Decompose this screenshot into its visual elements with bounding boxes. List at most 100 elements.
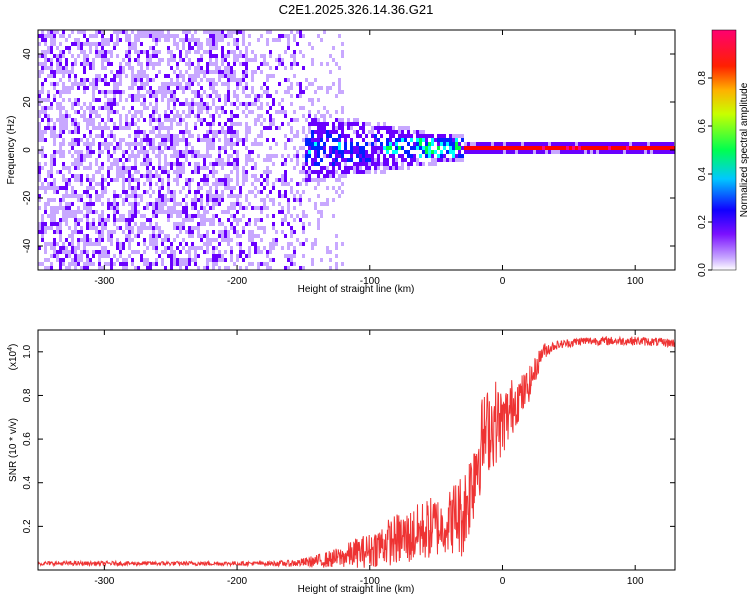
heatmap-cell [194, 70, 197, 74]
heatmap-cell [107, 230, 110, 234]
heatmap-cell [245, 114, 248, 118]
heatmap-cell [626, 146, 629, 150]
heatmap-cell [482, 142, 485, 146]
heatmap-cell [44, 266, 47, 270]
heatmap-cell [149, 238, 152, 242]
heatmap-cell [185, 154, 188, 158]
heatmap-cell [161, 166, 164, 170]
heatmap-cell [170, 250, 173, 254]
heatmap-cell [281, 218, 284, 222]
heatmap-cell [110, 166, 113, 170]
heatmap-cell [269, 158, 272, 162]
heatmap-cell [83, 102, 86, 106]
heatmap-cell [161, 206, 164, 210]
heatmap-cell [68, 166, 71, 170]
heatmap-cell [248, 262, 251, 266]
heatmap-cell [74, 62, 77, 66]
heatmap-cell [206, 166, 209, 170]
heatmap-cell [89, 42, 92, 46]
heatmap-cell [92, 90, 95, 94]
heatmap-cell [455, 138, 458, 142]
heatmap-cell [281, 230, 284, 234]
heatmap-cell [131, 94, 134, 98]
heatmap-cell [323, 114, 326, 118]
heatmap-cell [434, 162, 437, 166]
heatmap-cell [158, 154, 161, 158]
heatmap-cell [245, 94, 248, 98]
heatmap-cell [119, 114, 122, 118]
snr-scale-prefix: (x10 [8, 350, 19, 370]
heatmap-cell [53, 86, 56, 90]
heatmap-cell [146, 106, 149, 110]
heatmap-cell [185, 126, 188, 130]
heatmap-cell [188, 102, 191, 106]
heatmap-cell [107, 114, 110, 118]
heatmap-cell [71, 174, 74, 178]
heatmap-cell [287, 34, 290, 38]
heatmap-cell [296, 238, 299, 242]
heatmap-cell [236, 182, 239, 186]
heatmap-cell [287, 206, 290, 210]
heatmap-cell [155, 258, 158, 262]
heatmap-cell [104, 42, 107, 46]
heatmap-cell [374, 158, 377, 162]
heatmap-cell [164, 138, 167, 142]
heatmap-cell [281, 106, 284, 110]
heatmap-cell [167, 214, 170, 218]
heatmap-cell [311, 130, 314, 134]
heatmap-cell [50, 154, 53, 158]
heatmap-cell [371, 142, 374, 146]
heatmap-cell [230, 50, 233, 54]
heatmap-cell [359, 162, 362, 166]
heatmap-cell [104, 50, 107, 54]
heatmap-cell [209, 106, 212, 110]
heatmap-cell [365, 142, 368, 146]
heatmap-cell [50, 126, 53, 130]
heatmap-cell [101, 130, 104, 134]
heatmap-cell [422, 146, 425, 150]
heatmap-cell [209, 42, 212, 46]
heatmap-cell [62, 106, 65, 110]
heatmap-cell [116, 242, 119, 246]
heatmap-cell [149, 46, 152, 50]
heatmap-cell [119, 126, 122, 130]
heatmap-cell [245, 74, 248, 78]
heatmap-cell [527, 146, 530, 150]
heatmap-cell [38, 26, 41, 30]
heatmap-cell [137, 118, 140, 122]
heatmap-cell [50, 66, 53, 70]
heatmap-cell [194, 30, 197, 34]
heatmap-cell [347, 150, 350, 154]
heatmap-cell [161, 250, 164, 254]
heatmap-cell [125, 114, 128, 118]
heatmap-cell [224, 110, 227, 114]
heatmap-cell [614, 142, 617, 146]
heatmap-cell [605, 146, 608, 150]
heatmap-cell [227, 66, 230, 70]
heatmap-cell [128, 186, 131, 190]
heatmap-cell [143, 146, 146, 150]
heatmap-cell [158, 226, 161, 230]
heatmap-cell [230, 34, 233, 38]
heatmap-cell [182, 30, 185, 34]
heatmap-cell [50, 118, 53, 122]
heatmap-cell [281, 154, 284, 158]
heatmap-cell [44, 34, 47, 38]
heatmap-cell [299, 34, 302, 38]
heatmap-cell [107, 58, 110, 62]
heatmap-cell [179, 242, 182, 246]
heatmap-cell [98, 230, 101, 234]
heatmap-cell [368, 162, 371, 166]
heatmap-cell [329, 258, 332, 262]
heatmap-cell [59, 206, 62, 210]
heatmap-cell [329, 134, 332, 138]
heatmap-cell [488, 142, 491, 146]
heatmap-cell [557, 142, 560, 146]
heatmap-cell [128, 222, 131, 226]
heatmap-cell [143, 214, 146, 218]
heatmap-cell [74, 246, 77, 250]
heatmap-cell [233, 262, 236, 266]
heatmap-cell [338, 138, 341, 142]
heatmap-cell [332, 126, 335, 130]
heatmap-cell [185, 98, 188, 102]
